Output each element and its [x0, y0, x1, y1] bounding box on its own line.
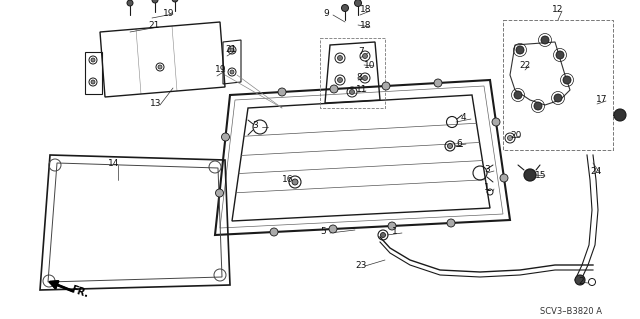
Text: 9: 9 [323, 10, 329, 19]
Circle shape [516, 46, 524, 54]
Circle shape [575, 275, 585, 285]
Circle shape [508, 136, 513, 140]
Text: FR.: FR. [70, 285, 90, 300]
Text: 5: 5 [320, 227, 326, 236]
Circle shape [230, 70, 234, 74]
Circle shape [541, 36, 549, 44]
Circle shape [514, 91, 522, 99]
Circle shape [337, 56, 342, 61]
Text: 24: 24 [590, 167, 601, 176]
Text: 18: 18 [360, 21, 371, 31]
Text: 16: 16 [282, 174, 294, 183]
Circle shape [91, 58, 95, 62]
Text: 19: 19 [215, 65, 227, 75]
Circle shape [230, 48, 234, 52]
Text: 2: 2 [578, 278, 584, 286]
Text: 15: 15 [535, 170, 547, 180]
Circle shape [355, 0, 362, 6]
Text: 17: 17 [596, 95, 607, 105]
Circle shape [447, 219, 455, 227]
Circle shape [534, 102, 542, 110]
Circle shape [91, 80, 95, 84]
Circle shape [329, 225, 337, 233]
Text: 18: 18 [360, 5, 371, 14]
Circle shape [492, 118, 500, 126]
Circle shape [614, 109, 626, 121]
Circle shape [330, 85, 338, 93]
Text: 7: 7 [358, 48, 364, 56]
Circle shape [434, 79, 442, 87]
Circle shape [172, 0, 178, 2]
Circle shape [381, 233, 385, 238]
Circle shape [362, 76, 367, 80]
Circle shape [127, 0, 133, 6]
Circle shape [500, 174, 508, 182]
Text: 4: 4 [461, 114, 467, 122]
Circle shape [524, 169, 536, 181]
Circle shape [270, 228, 278, 236]
Text: 21: 21 [148, 21, 159, 31]
Circle shape [563, 76, 571, 84]
Text: 20: 20 [510, 130, 522, 139]
Circle shape [556, 51, 564, 59]
Circle shape [337, 78, 342, 83]
Circle shape [382, 82, 390, 90]
Circle shape [349, 90, 355, 94]
Text: 22: 22 [519, 61, 531, 70]
Text: 12: 12 [552, 5, 563, 14]
Text: 1: 1 [392, 227, 397, 236]
Text: 14: 14 [108, 159, 120, 167]
Circle shape [158, 65, 162, 69]
Circle shape [278, 88, 286, 96]
Text: 10: 10 [364, 61, 376, 70]
Text: 1: 1 [484, 183, 490, 192]
Text: 3: 3 [252, 122, 258, 130]
Text: 23: 23 [355, 261, 366, 270]
Circle shape [362, 54, 367, 58]
Text: 6: 6 [456, 138, 461, 147]
Circle shape [342, 4, 349, 11]
Circle shape [216, 189, 223, 197]
Circle shape [152, 0, 158, 3]
Circle shape [221, 133, 230, 141]
Text: 13: 13 [150, 100, 161, 108]
Text: 19: 19 [163, 10, 175, 19]
Circle shape [554, 94, 562, 102]
Text: SCV3–B3820 A: SCV3–B3820 A [540, 308, 602, 316]
Text: 8: 8 [356, 73, 362, 83]
Circle shape [292, 179, 298, 185]
Circle shape [388, 222, 396, 230]
Text: 3: 3 [484, 166, 490, 174]
Text: 11: 11 [356, 85, 367, 94]
Text: 21: 21 [225, 46, 236, 55]
Circle shape [447, 144, 452, 149]
